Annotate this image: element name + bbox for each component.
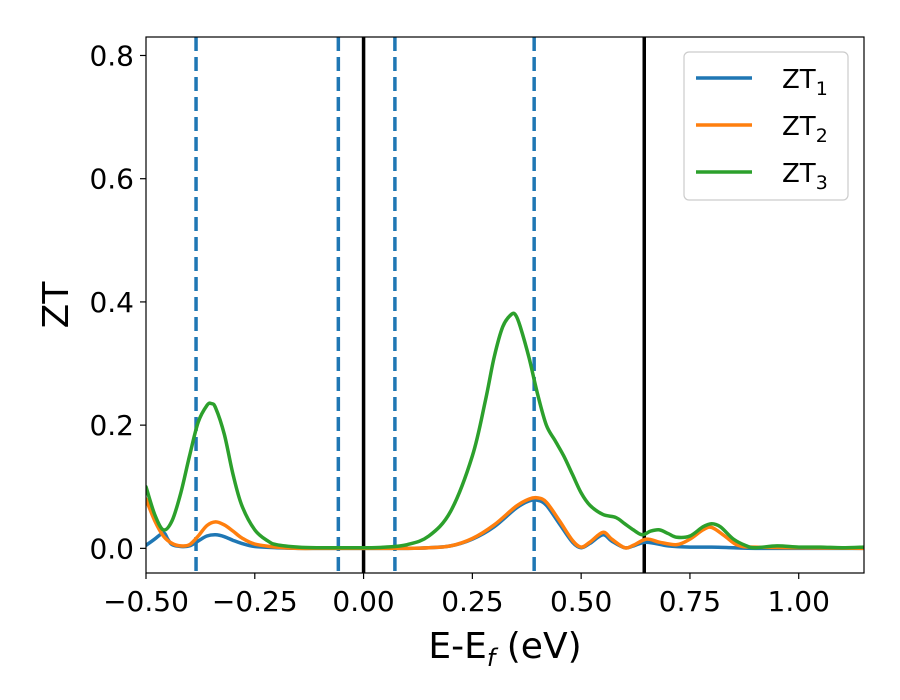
series-line-zt3 (146, 311, 864, 550)
x-tick-label: −0.50 (103, 585, 189, 618)
x-tick-label: 0.25 (441, 585, 503, 618)
x-axis: −0.50 −0.25 0.00 0.25 0.50 0.75 1.00 (103, 573, 830, 618)
y-tick-label: 0.6 (89, 163, 134, 196)
legend-label: ZT1 (782, 65, 828, 100)
x-tick-label: 0.00 (332, 585, 394, 618)
y-axis: 0.0 0.2 0.4 0.6 0.8 (89, 39, 146, 565)
series-layer (146, 311, 864, 551)
legend-box (683, 51, 849, 201)
plot-frame (145, 36, 865, 574)
legend: ZT1 ZT2 ZT3 (683, 51, 849, 201)
x-tick-label: −0.25 (212, 585, 298, 618)
x-axis-title-unit: (eV) (495, 626, 581, 667)
legend-label: ZT2 (782, 112, 828, 147)
x-tick-label: 0.75 (659, 585, 721, 618)
y-tick-label: 0.0 (89, 532, 134, 565)
x-axis-title: E-Ef (eV) (428, 626, 581, 672)
series-line-zt2 (146, 495, 864, 551)
legend-label: ZT3 (782, 159, 828, 194)
y-tick-label: 0.2 (89, 409, 134, 442)
x-tick-label: 1.00 (768, 585, 830, 618)
y-tick-label: 0.4 (89, 286, 134, 319)
x-axis-title-main: E-E (428, 626, 486, 667)
y-axis-title: ZT (36, 281, 77, 329)
x-tick-label: 0.50 (550, 585, 612, 618)
reference-lines (194, 37, 646, 573)
y-tick-label: 0.8 (89, 39, 134, 72)
